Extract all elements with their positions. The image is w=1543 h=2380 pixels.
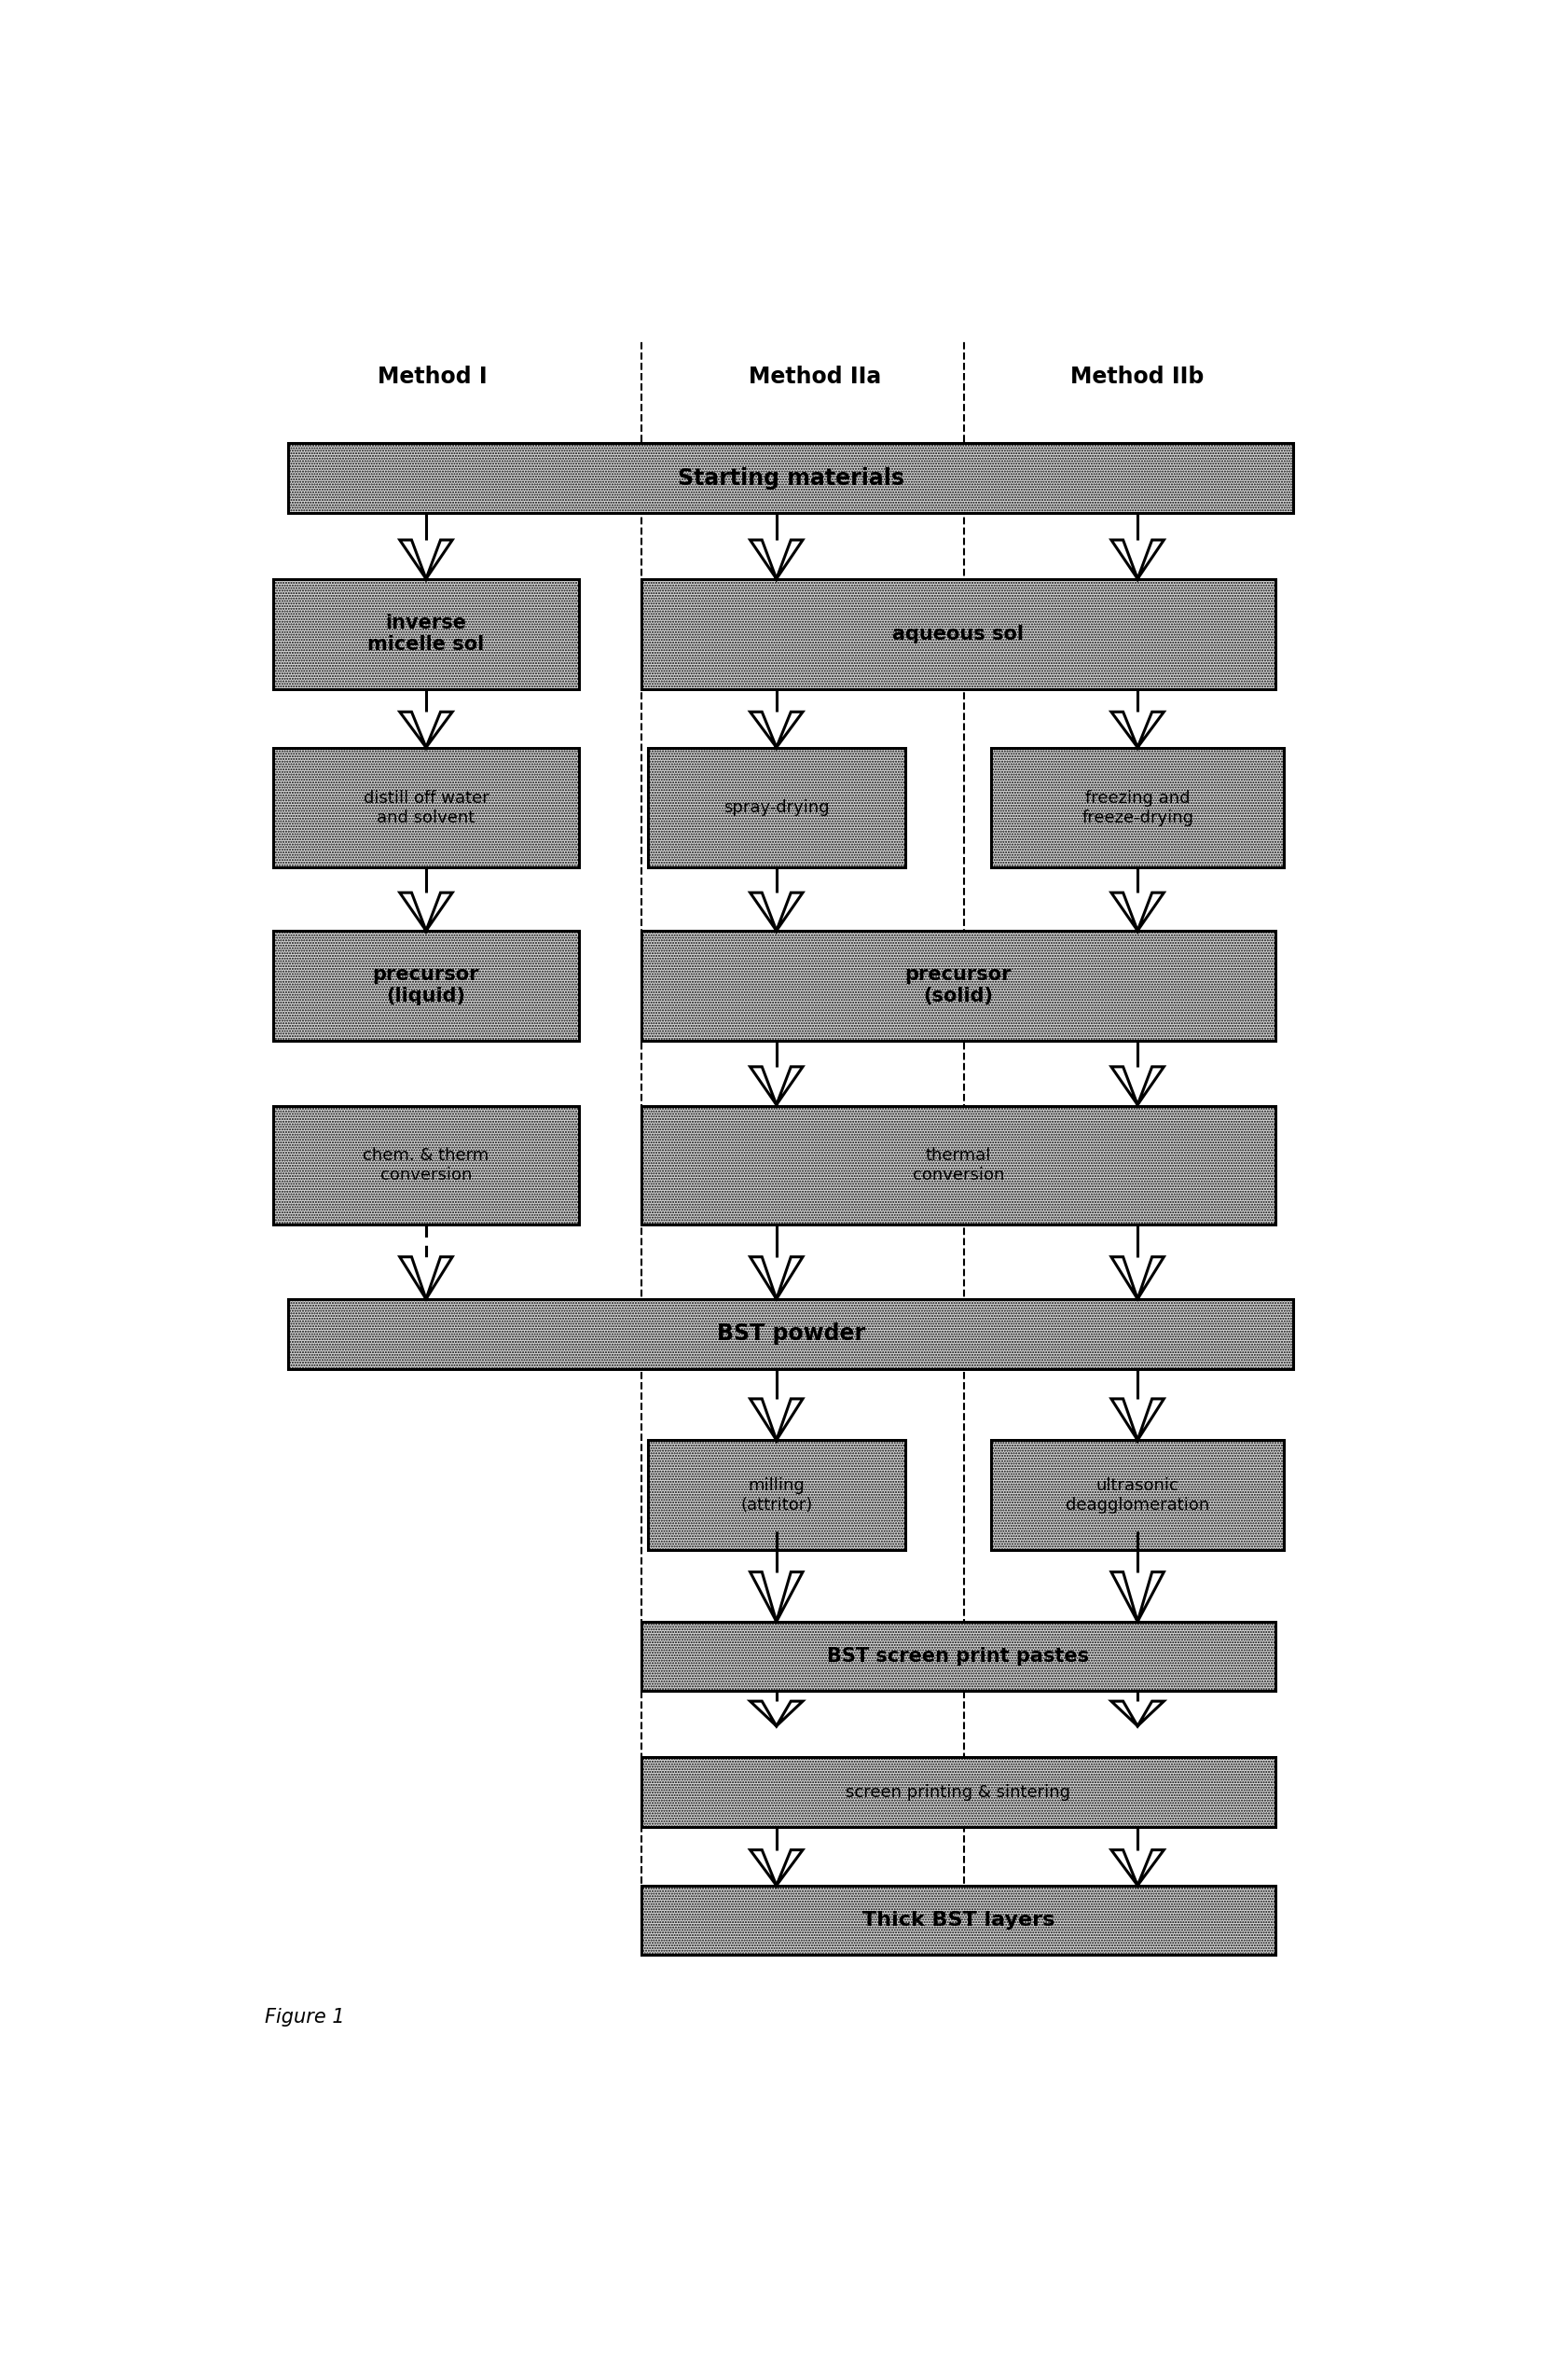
Text: screen printing & sintering: screen printing & sintering [846, 1783, 1071, 1799]
Polygon shape [400, 540, 452, 578]
Polygon shape [1111, 892, 1163, 931]
Polygon shape [750, 892, 802, 931]
Polygon shape [1111, 1702, 1163, 1726]
Text: Thick BST layers: Thick BST layers [863, 1911, 1054, 1930]
Text: precursor
(solid): precursor (solid) [904, 966, 1012, 1007]
Polygon shape [750, 1702, 802, 1726]
Polygon shape [400, 892, 452, 931]
Text: ultrasonic
deagglomeration: ultrasonic deagglomeration [1066, 1478, 1210, 1514]
Text: spray-drying: spray-drying [724, 800, 830, 816]
Text: distill off water
and solvent: distill off water and solvent [363, 790, 489, 826]
Polygon shape [1111, 1257, 1163, 1299]
Bar [648, 747, 906, 866]
Text: Method IIa: Method IIa [748, 367, 881, 388]
Bar [273, 747, 579, 866]
Bar [642, 1756, 1275, 1828]
Text: milling
(attritor): milling (attritor) [741, 1478, 813, 1514]
Bar [642, 578, 1275, 688]
Polygon shape [1111, 1066, 1163, 1104]
Text: Method I: Method I [376, 367, 488, 388]
Bar [289, 443, 1293, 512]
Text: BST screen print pastes: BST screen print pastes [827, 1647, 1089, 1666]
Polygon shape [750, 712, 802, 747]
Polygon shape [1111, 1573, 1163, 1621]
Polygon shape [1111, 712, 1163, 747]
Text: inverse
micelle sol: inverse micelle sol [367, 614, 485, 655]
Bar [991, 747, 1284, 866]
Polygon shape [750, 1066, 802, 1104]
Text: precursor
(liquid): precursor (liquid) [373, 966, 480, 1007]
Polygon shape [750, 1257, 802, 1299]
Bar [273, 931, 579, 1040]
Bar [642, 1107, 1275, 1226]
Polygon shape [1111, 540, 1163, 578]
Text: BST powder: BST powder [716, 1323, 866, 1345]
Polygon shape [400, 1257, 452, 1299]
Polygon shape [750, 1399, 802, 1440]
Bar [642, 1885, 1275, 1954]
Polygon shape [750, 1849, 802, 1885]
Text: chem. & therm
conversion: chem. & therm conversion [363, 1147, 489, 1183]
Text: Method IIb: Method IIb [1071, 367, 1205, 388]
Text: thermal
conversion: thermal conversion [912, 1147, 1004, 1183]
Text: Figure 1: Figure 1 [265, 2009, 344, 2028]
Bar [642, 931, 1275, 1040]
Text: aqueous sol: aqueous sol [892, 624, 1025, 643]
Polygon shape [400, 712, 452, 747]
Text: freezing and
freeze-drying: freezing and freeze-drying [1082, 790, 1194, 826]
Bar [642, 1621, 1275, 1692]
Bar [991, 1440, 1284, 1549]
Bar [273, 578, 579, 688]
Bar [273, 1107, 579, 1226]
Polygon shape [1111, 1849, 1163, 1885]
Polygon shape [750, 1573, 802, 1621]
Polygon shape [750, 540, 802, 578]
Text: Starting materials: Starting materials [677, 466, 904, 490]
Polygon shape [1111, 1399, 1163, 1440]
Bar [289, 1299, 1293, 1368]
Bar [648, 1440, 906, 1549]
